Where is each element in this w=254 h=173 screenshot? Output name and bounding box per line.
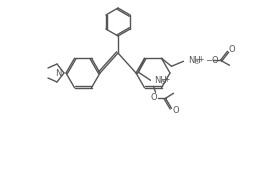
Text: NH: NH xyxy=(154,76,167,85)
Text: O: O xyxy=(151,93,157,102)
Text: +: + xyxy=(164,75,170,84)
Text: −O: −O xyxy=(205,56,219,65)
Text: N: N xyxy=(56,69,62,78)
Text: O: O xyxy=(229,45,235,54)
Text: 3: 3 xyxy=(195,60,198,65)
Text: 3: 3 xyxy=(161,80,165,85)
Text: O: O xyxy=(172,106,179,115)
Text: +: + xyxy=(198,55,204,64)
Text: NH: NH xyxy=(188,56,201,65)
